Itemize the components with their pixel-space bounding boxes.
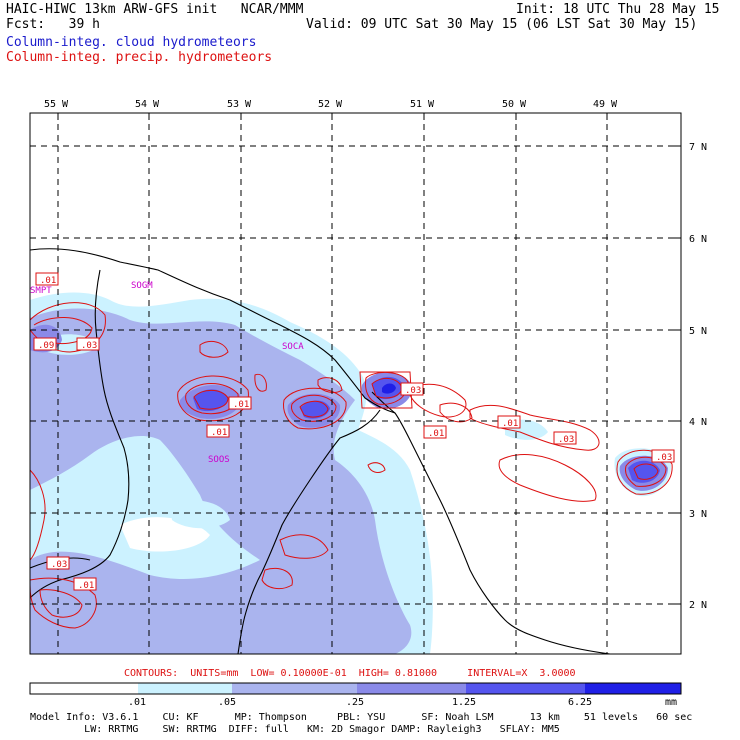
axis-ticks [57,113,681,605]
svg-text:.03: .03 [51,560,67,570]
svg-text:.01: .01 [78,581,94,591]
contour-label: .01 [228,396,252,410]
field-cloud-legend: Column-integ. cloud hydrometeors [6,35,257,50]
station-label: SMPT [30,286,52,296]
contour-label: .09 [33,337,57,351]
contour-label: .03 [46,556,70,570]
contour-label: .01 [35,272,59,286]
lon-label: 50 W [502,99,527,110]
lon-labels: 55 W 54 W 53 W 52 W 51 W 50 W 49 W [44,99,618,110]
latlon-grid [30,113,681,654]
contour-label: .01 [497,415,521,429]
svg-text:.01: .01 [233,400,249,410]
contour-label: .01 [423,425,447,439]
svg-text:.01: .01 [428,429,444,439]
header-title: HAIC-HIWC 13km ARW-GFS init NCAR/MMM [6,2,304,17]
valid-time: Valid: 09 UTC Sat 30 May 15 (06 LST Sat … [306,17,698,32]
svg-text:.03: .03 [656,453,672,463]
svg-text:.03: .03 [558,435,574,445]
svg-text:.01: .01 [502,419,518,429]
contour-label: .03 [553,431,577,445]
station-labels: SMPT SOGM SOCA SOOS [30,281,304,465]
svg-text:.03: .03 [405,386,421,396]
lon-label: 51 W [410,99,435,110]
cloud-shading [30,113,681,654]
contour-info: CONTOURS: UNITS=mm LOW= 0.10000E-01 HIGH… [124,668,576,679]
lon-label: 54 W [135,99,160,110]
lat-label: 6 N [689,234,707,245]
contour-label: .03 [651,449,675,463]
lat-label: 7 N [689,142,707,153]
lon-label: 52 W [318,99,343,110]
svg-text:.09: .09 [38,341,54,351]
station-label: SOOS [208,455,230,465]
lat-labels: 7 N 6 N 5 N 4 N 3 N 2 N [689,142,707,611]
field-precip-legend: Column-integ. precip. hydrometeors [6,50,273,65]
svg-text:.03: .03 [81,341,97,351]
contour-value-labels: .01 .09 .03 .01 .01 .03 .01 .01 .03 .03 … [33,272,675,591]
station-label: SOCA [282,342,304,352]
contour-label: .01 [73,577,97,591]
contour-label: .03 [76,337,100,351]
svg-text:.01: .01 [211,428,227,438]
lon-label: 49 W [593,99,618,110]
contour-label: .01 [206,424,230,438]
lat-label: 2 N [689,600,707,611]
contour-label: .03 [400,382,424,396]
model-info-line2: LW: RRTMG SW: RRTMG DIFF: full KM: 2D Sm… [30,724,560,735]
forecast-hour: Fcst: 39 h [6,17,100,32]
map-frame [29,112,682,655]
lon-label: 53 W [227,99,252,110]
init-time: Init: 18 UTC Thu 28 May 15 [516,2,720,17]
lat-label: 3 N [689,509,707,520]
station-label: SOGM [131,281,153,291]
svg-text:.01: .01 [40,276,56,286]
model-info-line1: Model Info: V3.6.1 CU: KF MP: Thompson P… [30,712,693,723]
lat-label: 4 N [689,417,707,428]
lon-label: 55 W [44,99,69,110]
lat-label: 5 N [689,326,707,337]
coastline-borders [30,248,611,654]
